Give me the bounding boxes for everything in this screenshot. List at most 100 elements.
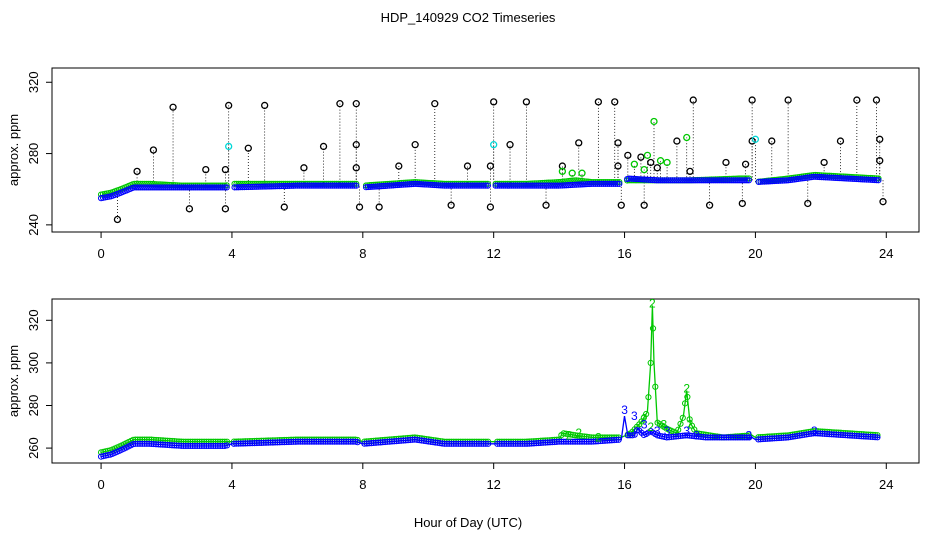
blue-series-point bbox=[695, 433, 702, 440]
blue-series-point bbox=[730, 434, 737, 441]
blue-series-point bbox=[629, 175, 637, 182]
blue-series-point bbox=[143, 440, 150, 447]
y-axis-label: approx. ppm bbox=[6, 345, 21, 417]
blue-series-point bbox=[420, 437, 428, 444]
blue-series-point bbox=[526, 440, 533, 447]
blue-series-point bbox=[302, 182, 309, 189]
blue-series-point bbox=[168, 442, 176, 449]
blue-series-point bbox=[388, 438, 396, 445]
blue-series-point bbox=[814, 430, 822, 437]
blue-series-point bbox=[130, 441, 137, 448]
blue-series-point bbox=[523, 182, 531, 189]
blue-series-point bbox=[406, 181, 413, 188]
plot-frame bbox=[51, 298, 920, 464]
spike-point bbox=[748, 96, 756, 104]
blue-series-point bbox=[777, 177, 784, 184]
spike-point bbox=[663, 158, 671, 167]
blue-series-point bbox=[384, 438, 391, 445]
blue-series-point bbox=[599, 437, 606, 445]
blue-series-point bbox=[184, 184, 191, 191]
blue-series-point bbox=[732, 177, 739, 184]
blue-series-point bbox=[478, 182, 486, 189]
blue-series-point bbox=[388, 182, 395, 189]
blue-series-point bbox=[439, 440, 446, 447]
blue-series-point bbox=[321, 182, 328, 189]
x-tick-label: 8 bbox=[359, 246, 366, 261]
blue-series-point bbox=[844, 432, 851, 439]
spike-point bbox=[542, 201, 550, 209]
blue-series-point bbox=[249, 440, 256, 447]
blue-series-point bbox=[427, 181, 434, 188]
blue-series-point bbox=[720, 434, 728, 441]
blue-series-point bbox=[380, 182, 387, 190]
green-series-point bbox=[154, 181, 162, 188]
blue-series-point bbox=[708, 177, 715, 184]
blue-series-point bbox=[349, 438, 357, 445]
spike-point bbox=[594, 98, 603, 106]
blue-series-point bbox=[716, 177, 723, 184]
blue-series-point bbox=[182, 442, 189, 450]
blue-series-point bbox=[737, 177, 745, 184]
blue-series-point bbox=[588, 438, 595, 445]
blue-series-point bbox=[237, 440, 244, 447]
x-tick-label: 0 bbox=[97, 477, 104, 492]
blue-series-point bbox=[539, 182, 546, 189]
blue-series-point bbox=[156, 184, 164, 191]
blue-series-point bbox=[423, 438, 430, 445]
series-annotation-label: 3 bbox=[660, 418, 667, 432]
blue-series-point bbox=[309, 182, 317, 189]
blue-series-point bbox=[133, 184, 140, 191]
spike-point bbox=[853, 96, 861, 104]
blue-series-point bbox=[157, 441, 164, 448]
green-series-point bbox=[652, 383, 659, 390]
blue-series-point bbox=[602, 180, 609, 187]
blue-series-point bbox=[590, 438, 597, 445]
blue-series-point bbox=[767, 178, 774, 185]
spike-point bbox=[185, 205, 194, 213]
blue-series-point bbox=[231, 184, 238, 191]
blue-series-point bbox=[482, 440, 489, 447]
blue-series-point bbox=[594, 438, 602, 445]
blue-series-point bbox=[251, 183, 258, 190]
green-series-point bbox=[875, 175, 882, 182]
blue-series-point bbox=[374, 183, 381, 190]
blue-series-point bbox=[265, 439, 272, 446]
blue-series-point bbox=[150, 184, 158, 191]
blue-series-point bbox=[867, 176, 874, 183]
blue-series-point bbox=[154, 184, 162, 191]
blue-series-point bbox=[606, 437, 613, 444]
series-annotation-label: 2 bbox=[566, 428, 573, 442]
spike-point bbox=[751, 135, 760, 143]
blue-series-point bbox=[492, 182, 499, 189]
blue-series-point bbox=[604, 180, 611, 187]
blue-series-point bbox=[746, 434, 753, 441]
blue-series-point bbox=[429, 181, 436, 189]
blue-series-point bbox=[657, 177, 664, 184]
blue-series-point bbox=[665, 177, 672, 184]
blue-series-point bbox=[807, 430, 815, 437]
blue-series-point bbox=[679, 432, 686, 439]
blue-series-point bbox=[512, 440, 519, 447]
blue-series-point bbox=[245, 183, 252, 191]
blue-series-point bbox=[724, 177, 731, 184]
blue-series-point bbox=[213, 184, 220, 191]
blue-series-point bbox=[627, 432, 634, 439]
blue-series-point bbox=[494, 182, 501, 189]
blue-series-point bbox=[569, 438, 576, 445]
green-series-point bbox=[547, 179, 554, 186]
blue-series-point bbox=[258, 439, 265, 446]
blue-series-point bbox=[571, 181, 578, 188]
y-tick-label: 320 bbox=[26, 309, 41, 331]
top-panel: approx. ppm 0 4 8 12 16 20 24 240 280 320 bbox=[6, 67, 920, 261]
blue-series-point bbox=[521, 182, 529, 189]
blue-series-point bbox=[671, 177, 678, 184]
blue-series-point bbox=[704, 434, 712, 441]
blue-series-point bbox=[176, 184, 183, 191]
series-annotation-label: 3 bbox=[811, 424, 818, 438]
blue-series-point bbox=[209, 184, 217, 191]
blue-series-point bbox=[549, 439, 556, 446]
blue-series-point bbox=[830, 174, 837, 181]
blue-series-point bbox=[453, 182, 460, 189]
